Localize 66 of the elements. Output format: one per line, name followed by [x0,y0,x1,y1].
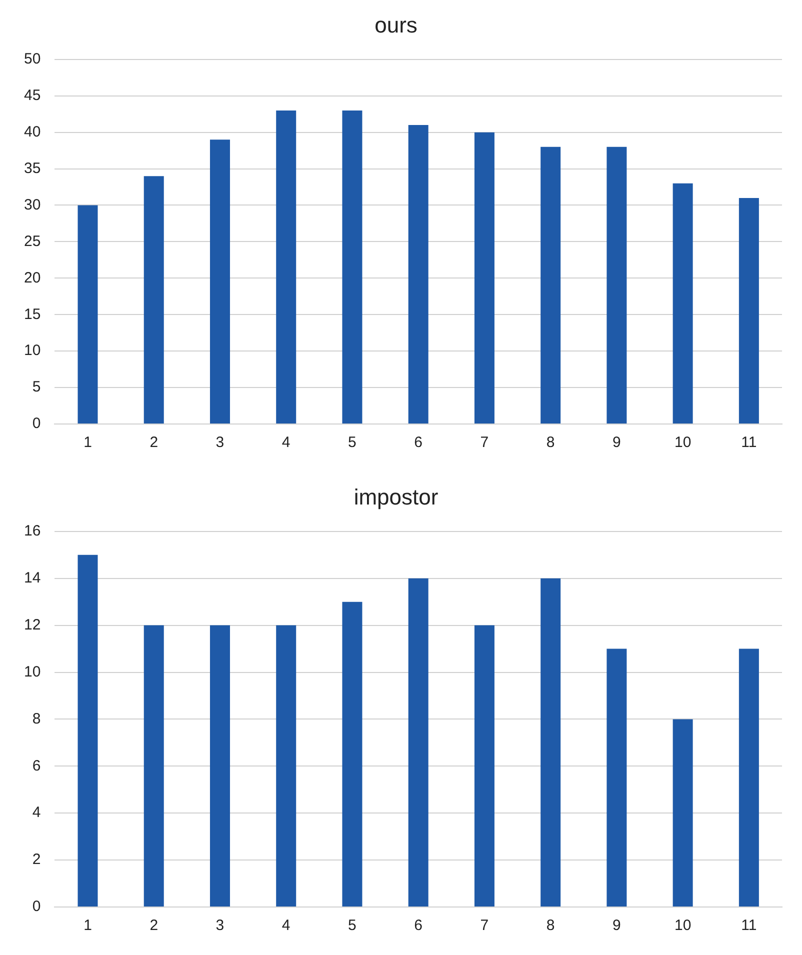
y-tick-label: 0 [32,898,41,916]
x-tick-label: 4 [282,917,290,934]
y-tick-label: 20 [24,269,41,286]
y-tick-label: 4 [32,804,41,822]
bar [672,183,693,424]
x-tick-label: 4 [282,434,290,452]
bar [210,140,230,424]
x-tick-label: 5 [348,917,356,934]
y-tick-label: 40 [24,123,41,140]
y-tick-label: 5 [32,378,41,396]
bar [540,578,561,906]
x-tick-label: 1 [84,434,92,452]
y-tick-label: 35 [24,160,41,177]
bar [606,146,627,424]
y-tick-label: 25 [24,232,41,250]
y-tick-label: 12 [24,616,41,634]
x-tick-label: 8 [546,917,555,934]
bar [606,648,627,906]
x-tick-label: 6 [414,434,423,452]
bar [474,132,494,424]
y-tick-label: 6 [32,757,41,774]
x-tick-label: 6 [414,917,423,934]
y-tick-label: 2 [32,851,41,868]
bar [144,625,164,906]
x-tick-label: 3 [216,917,224,934]
y-tick-label: 8 [32,710,41,728]
x-tick-label: 10 [674,917,692,934]
x-tick-label: 5 [348,434,356,452]
bar [540,146,561,424]
x-tick-label: 3 [216,434,224,452]
bar [276,110,296,424]
x-tick-label: 10 [674,434,692,452]
bar [144,176,164,424]
bar [408,125,428,424]
bar [78,554,98,906]
x-tick-label: 9 [612,434,621,452]
chart-title: ours [374,12,418,38]
bar [342,602,362,906]
x-tick-label: 9 [612,917,621,934]
y-tick-label: 50 [24,50,41,68]
y-tick-label: 0 [32,415,41,432]
bar [342,110,362,424]
bar [210,625,230,906]
x-tick-label: 11 [741,917,757,934]
x-tick-label: 7 [480,434,489,452]
y-tick-label: 10 [24,342,41,360]
chart-title: impostor [354,484,438,510]
x-tick-label: 7 [480,917,489,934]
y-tick-label: 45 [24,87,41,104]
y-tick-label: 15 [24,306,41,323]
y-tick-label: 14 [24,569,41,586]
x-tick-label: 11 [741,434,757,452]
x-tick-label: 2 [150,917,158,934]
y-tick-label: 30 [24,196,41,214]
bar [738,648,759,906]
bar [738,198,759,424]
bar [78,205,98,424]
bar [672,719,693,906]
x-tick-label: 2 [150,434,158,452]
bar [408,578,428,906]
y-tick-label: 10 [24,663,41,680]
bar [474,625,494,906]
y-tick-label: 16 [24,522,41,540]
x-tick-label: 1 [84,917,92,934]
bar [276,625,296,906]
x-tick-label: 8 [546,434,555,452]
